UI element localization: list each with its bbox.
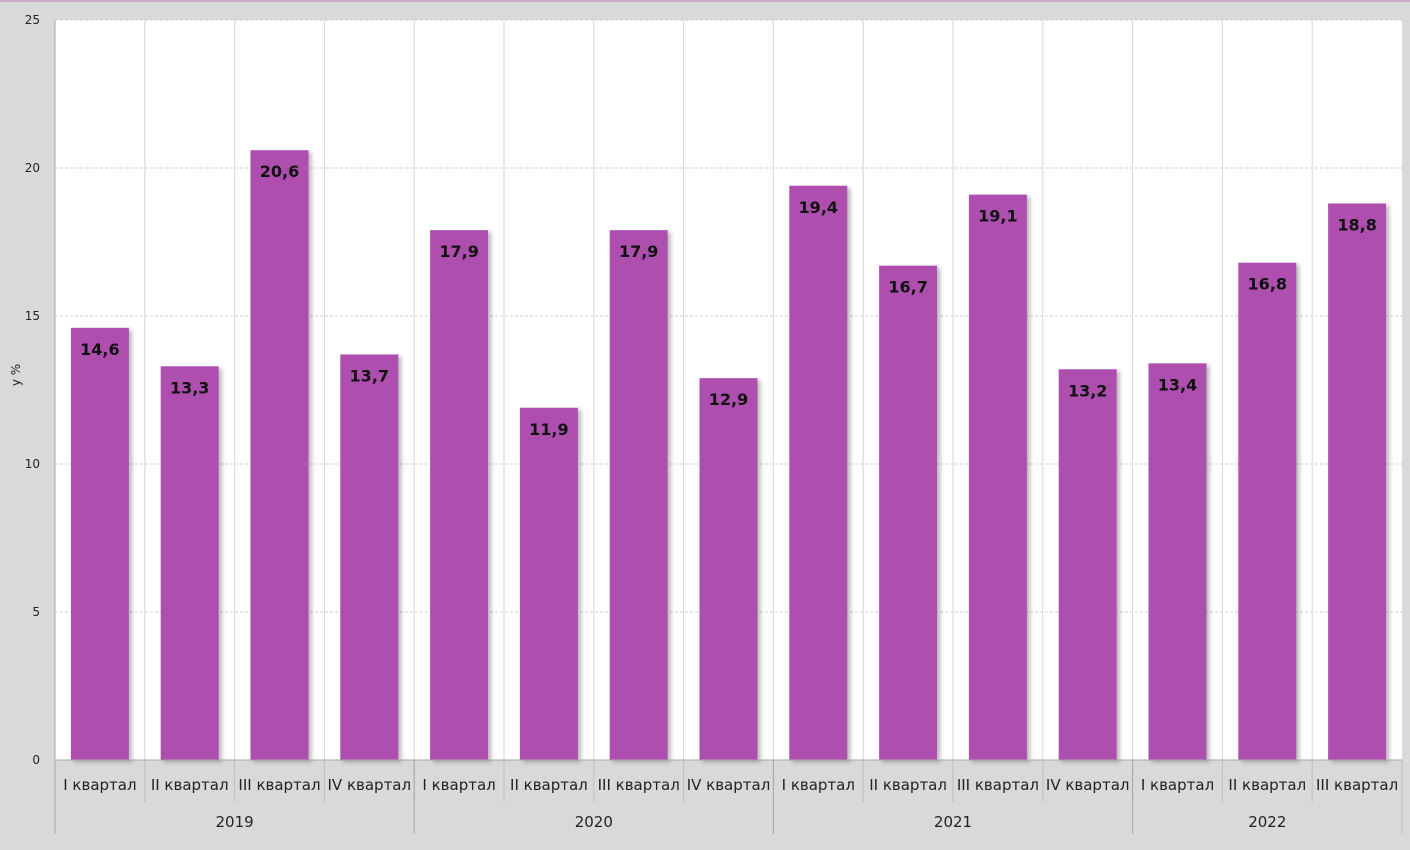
axes: 0 5 10 15 20 25 I квартал II квартал III квартал… xyxy=(25,13,1403,834)
bar xyxy=(609,230,668,760)
bar xyxy=(340,354,399,760)
bar xyxy=(250,150,309,761)
year-label: 2019 xyxy=(216,813,254,831)
data-label: 16,8 xyxy=(1248,275,1287,294)
x-tick-label: III квартал xyxy=(1316,776,1398,794)
x-tick-label: IV квартал xyxy=(1046,776,1130,794)
x-tick-label: III квартал xyxy=(598,776,680,794)
bar xyxy=(1148,363,1207,760)
data-label: 19,1 xyxy=(978,207,1017,226)
top-border xyxy=(0,0,1410,2)
data-label: 17,9 xyxy=(439,242,478,261)
bar xyxy=(879,265,938,760)
data-label: 20,6 xyxy=(260,162,299,181)
gridlines xyxy=(55,19,1402,760)
bar xyxy=(160,366,219,760)
data-label: 13,3 xyxy=(170,378,209,397)
data-label: 13,7 xyxy=(350,366,389,385)
year-label: 2021 xyxy=(934,813,972,831)
data-label: 13,4 xyxy=(1158,375,1197,394)
y-tick-label: 20 xyxy=(25,161,40,175)
x-tick-label: IV квартал xyxy=(328,776,412,794)
bar xyxy=(1328,203,1387,760)
bar xyxy=(1238,262,1297,760)
x-tick-label: III квартал xyxy=(957,776,1039,794)
bar xyxy=(519,407,578,760)
x-tick-label: I квартал xyxy=(782,776,855,794)
bar xyxy=(789,185,848,760)
data-label: 13,2 xyxy=(1068,381,1107,400)
x-tick-label: I квартал xyxy=(63,776,136,794)
bar xyxy=(968,194,1027,760)
year-label: 2022 xyxy=(1248,813,1286,831)
data-label: 16,7 xyxy=(888,278,927,297)
y-tick-label: 10 xyxy=(25,457,40,471)
bar xyxy=(1058,369,1117,760)
y-tick-label: 0 xyxy=(32,753,40,767)
x-tick-label: II квартал xyxy=(151,776,229,794)
bar xyxy=(430,230,489,760)
data-label: 18,8 xyxy=(1337,216,1376,235)
x-tick-label: I квартал xyxy=(1141,776,1214,794)
y-tick-label: 15 xyxy=(25,309,40,323)
x-tick-label: II квартал xyxy=(510,776,588,794)
x-tick-label: II квартал xyxy=(869,776,947,794)
x-tick-label: III квартал xyxy=(238,776,320,794)
bars: 14,6 13,3 20,6 13,7 17,9 11,9 17,9 12,9 19,4 16,7… xyxy=(70,150,1387,761)
data-label: 12,9 xyxy=(709,390,748,409)
y-tick-label: 25 xyxy=(25,13,40,27)
year-label: 2020 xyxy=(575,813,613,831)
data-label: 11,9 xyxy=(529,420,568,439)
bar xyxy=(699,378,758,760)
x-tick-label: IV квартал xyxy=(687,776,771,794)
data-label: 14,6 xyxy=(80,340,119,359)
data-label: 19,4 xyxy=(799,198,838,217)
data-label: 17,9 xyxy=(619,242,658,261)
bar xyxy=(70,327,129,760)
y-axis-label: y % xyxy=(9,364,23,386)
x-tick-label: II квартал xyxy=(1228,776,1306,794)
x-tick-label: I квартал xyxy=(422,776,495,794)
y-tick-label: 5 xyxy=(32,605,40,619)
